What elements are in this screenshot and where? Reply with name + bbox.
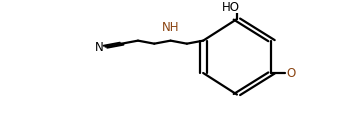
Text: N: N (95, 41, 103, 54)
Text: O: O (286, 67, 295, 80)
Text: NH: NH (162, 20, 179, 33)
Text: HO: HO (222, 1, 240, 14)
